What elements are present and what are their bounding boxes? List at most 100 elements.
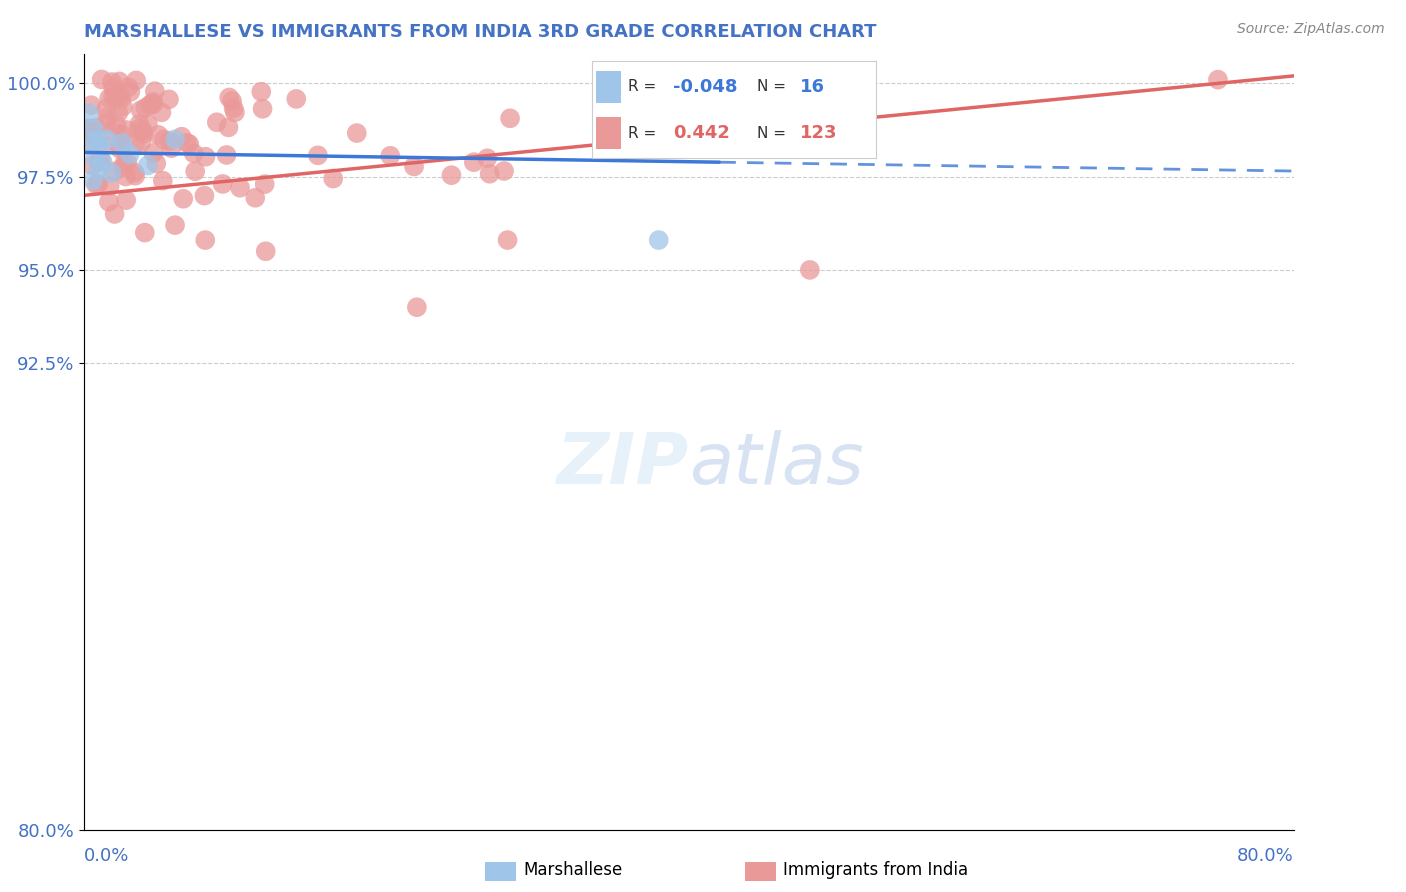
Point [499,112,522,126]
Point [165,132,187,146]
Point [125,73,148,87]
Point [132,127,155,141]
Point [285,92,308,106]
Point [142,145,165,160]
Point [172,192,194,206]
Point [193,188,215,202]
Point [139,97,162,112]
Text: ZIP: ZIP [557,430,689,500]
Point [440,168,463,182]
Point [134,226,156,240]
Point [90,72,112,87]
Point [143,84,166,98]
Point [80,159,103,173]
Point [86,132,108,146]
Point [103,124,125,138]
Point [224,105,246,120]
Point [131,135,153,149]
Point [404,160,426,174]
Point [96,132,118,146]
Point [218,90,240,104]
Point [1206,72,1229,87]
Point [80,138,103,153]
Point [184,164,207,178]
Point [183,146,205,161]
Point [80,127,103,141]
Point [463,155,485,169]
Point [406,300,429,314]
Point [307,148,329,162]
Point [115,123,138,137]
Point [108,74,131,88]
Point [170,129,193,144]
Point [77,106,100,120]
Point [134,101,156,115]
Point [194,233,217,247]
Point [114,156,136,170]
Point [82,121,104,136]
Point [114,169,136,184]
Point [98,91,121,105]
Point [132,123,155,137]
Point [124,136,146,151]
Point [117,155,139,169]
Point [76,122,98,136]
Point [107,105,129,120]
Point [118,147,141,161]
Text: Immigrants from India: Immigrants from India [783,861,969,879]
Point [124,169,146,183]
Point [157,92,180,106]
Point [84,151,107,165]
Point [101,75,124,89]
Point [148,128,170,142]
Point [110,139,132,153]
Point [84,120,107,135]
Point [176,136,198,150]
Point [157,134,180,148]
Point [129,103,152,118]
Text: atlas: atlas [689,430,863,500]
Point [111,128,134,142]
Point [101,89,124,103]
Point [254,244,277,259]
Point [136,117,159,131]
Point [222,101,245,115]
Point [142,95,165,109]
Point [494,164,516,178]
Point [245,191,267,205]
Point [215,148,238,162]
Point [128,117,150,131]
Point [252,102,274,116]
Point [136,158,159,172]
Point [111,99,134,113]
Point [194,150,217,164]
Point [250,85,273,99]
Point [76,121,98,136]
Point [111,136,134,150]
Point [218,120,240,135]
Point [105,118,128,132]
Point [211,177,233,191]
Point [648,233,671,247]
Point [150,105,173,120]
Point [179,136,201,151]
Point [90,153,112,167]
Point [477,151,499,165]
Point [89,140,111,154]
Point [142,97,165,112]
Point [80,98,103,112]
Point [100,166,122,180]
Point [96,110,118,124]
Text: MARSHALLESE VS IMMIGRANTS FROM INDIA 3RD GRADE CORRELATION CHART: MARSHALLESE VS IMMIGRANTS FROM INDIA 3RD… [84,23,877,41]
Point [380,149,402,163]
Text: 80.0%: 80.0% [1237,847,1294,864]
Point [128,121,150,136]
Point [253,177,276,191]
Point [346,126,368,140]
Point [80,136,103,150]
Point [94,117,117,131]
Point [145,156,167,170]
Point [103,81,125,95]
Point [97,194,120,209]
Point [496,233,519,247]
